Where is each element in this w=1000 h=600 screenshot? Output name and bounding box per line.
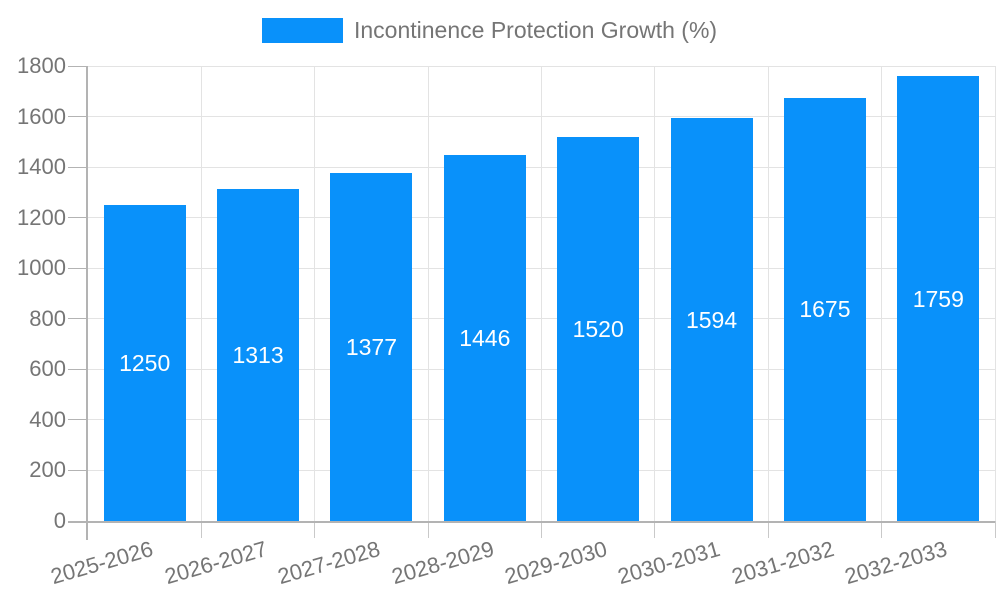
- x-axis-tick: [994, 521, 996, 538]
- x-gridline: [427, 66, 429, 521]
- x-axis-category-label: 2029-2030: [501, 536, 610, 590]
- y-axis-tick: [68, 65, 88, 67]
- y-axis-tick-label: 600: [29, 356, 66, 382]
- y-axis-tick: [68, 419, 88, 421]
- x-axis-tick: [767, 521, 769, 538]
- bar[interactable]: [783, 97, 866, 521]
- x-axis-category-label: 2031-2032: [728, 536, 837, 590]
- y-axis-tick: [68, 469, 88, 471]
- y-axis-tick: [68, 368, 88, 370]
- x-gridline: [200, 66, 202, 521]
- x-gridline: [767, 66, 769, 521]
- bar[interactable]: [557, 136, 640, 521]
- x-axis-line: [68, 521, 995, 523]
- y-axis-tick-label: 1600: [17, 103, 66, 129]
- x-axis-category-label: 2026-2027: [161, 536, 270, 590]
- bar-value-label: 1446: [459, 325, 511, 352]
- y-axis-tick-label: 800: [29, 305, 66, 331]
- x-axis-category-label: 2025-2026: [48, 536, 157, 590]
- y-axis-tick: [68, 217, 88, 219]
- y-axis-tick: [68, 318, 88, 320]
- x-gridline: [314, 66, 316, 521]
- x-gridline: [654, 66, 656, 521]
- y-axis-tick: [68, 166, 88, 168]
- bar-value-label: 1520: [572, 315, 624, 342]
- bar-value-label: 1594: [685, 306, 738, 333]
- legend-swatch-icon: [262, 18, 343, 43]
- bar[interactable]: [217, 189, 300, 521]
- x-axis-category-label: 2032-2033: [841, 536, 950, 590]
- x-axis-category-label: 2028-2029: [388, 536, 497, 590]
- bar[interactable]: [330, 172, 413, 521]
- bar-value-label: 1675: [799, 296, 851, 323]
- bar[interactable]: [443, 155, 526, 521]
- y-axis-tick-label: 0: [53, 508, 66, 533]
- y-axis-tick: [68, 116, 88, 118]
- y-axis-tick: [68, 267, 88, 269]
- bar-value-label: 1759: [912, 285, 964, 312]
- x-axis-tick: [314, 521, 316, 538]
- bar[interactable]: [897, 76, 980, 521]
- bar[interactable]: [103, 205, 186, 521]
- x-axis-tick: [200, 521, 202, 538]
- x-gridline: [541, 66, 542, 521]
- bar-value-label: 1377: [345, 333, 398, 360]
- y-axis-tick-label: 1200: [17, 204, 66, 230]
- x-gridline: [881, 66, 883, 521]
- y-axis-tick-label: 1400: [17, 154, 66, 180]
- x-axis-tick: [881, 521, 883, 538]
- legend-label: Incontinence Protection Growth (%): [354, 17, 718, 43]
- x-gridline: [994, 66, 996, 521]
- y-axis-tick-label: 1000: [17, 255, 66, 281]
- legend[interactable]: Incontinence Protection Growth (%): [262, 17, 717, 44]
- bar-value-label: 1250: [119, 350, 171, 376]
- y-axis-tick-label: 200: [29, 457, 66, 483]
- x-axis-tick: [427, 521, 429, 538]
- bar[interactable]: [670, 118, 753, 521]
- bar-value-label: 1313: [232, 342, 284, 369]
- x-axis-tick: [654, 521, 656, 538]
- x-axis-category-label: 2030-2031: [615, 536, 724, 590]
- x-axis-category-label: 2027-2028: [275, 536, 384, 590]
- y-axis-line: [86, 66, 88, 540]
- y-axis-tick-label: 400: [29, 406, 66, 432]
- y-axis-tick-label: 1800: [17, 53, 66, 78]
- x-axis-tick: [541, 521, 542, 538]
